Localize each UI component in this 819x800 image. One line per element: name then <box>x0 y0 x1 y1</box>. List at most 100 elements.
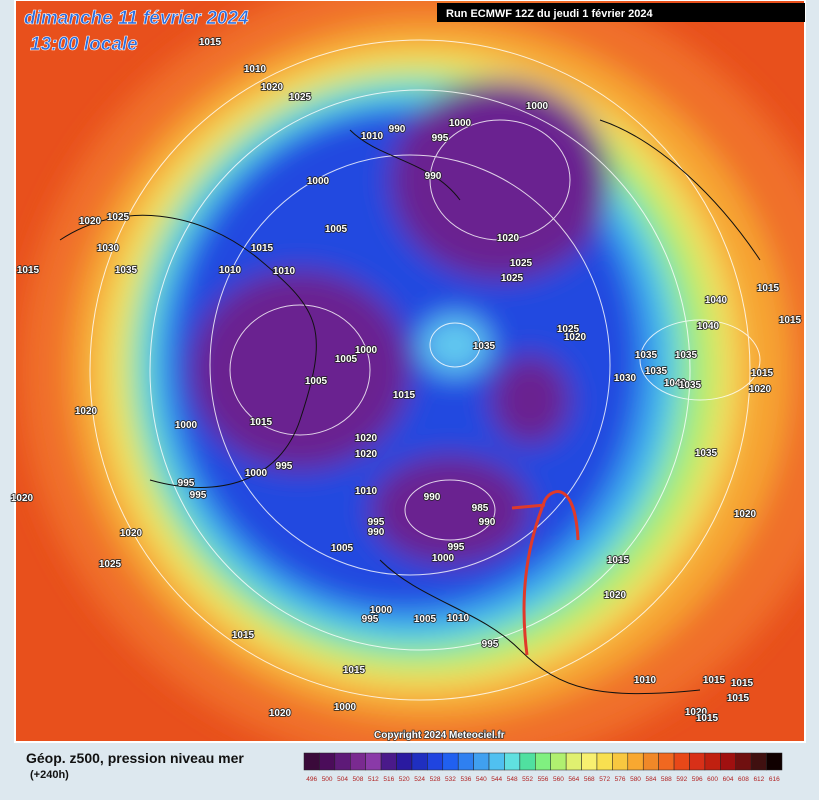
isobar-label: 1015 <box>779 315 802 326</box>
isobar-label: 1005 <box>325 224 348 235</box>
isobar-label: 1000 <box>432 553 455 564</box>
isobar-label: 1015 <box>696 713 719 724</box>
isobar-label: 1005 <box>305 376 328 387</box>
isobar-label: 1020 <box>355 449 378 460</box>
color-swatch <box>365 752 382 771</box>
scale-label: 612 <box>753 776 764 783</box>
scale-label: 516 <box>383 776 394 783</box>
isobar-label: 1010 <box>219 265 242 276</box>
color-scale: 496 500 504 508 512 516 520 524 528 532 536 540 544 5… <box>303 752 783 783</box>
isobar-label: 1015 <box>757 283 780 294</box>
color-swatch <box>750 752 767 771</box>
scale-label: 592 <box>676 776 687 783</box>
field <box>15 0 805 742</box>
isobar-label: 1015 <box>199 37 222 48</box>
isobar-label: 1040 <box>705 295 728 306</box>
isobar-label: 1030 <box>614 373 637 384</box>
color-swatch <box>519 752 536 771</box>
color-swatch <box>334 752 351 771</box>
scale-label: 500 <box>322 776 333 783</box>
isobar-label: 1015 <box>250 417 273 428</box>
isobar-label: 1010 <box>355 486 378 497</box>
isobar-label: 1010 <box>361 131 384 142</box>
isobar-label: 1015 <box>727 693 750 704</box>
color-swatch <box>442 752 459 771</box>
scale-label: 588 <box>661 776 672 783</box>
color-swatch <box>689 752 706 771</box>
isobar-label: 1040 <box>664 378 687 389</box>
legend-lead: (+240h) <box>30 769 69 781</box>
isobar-label: 995 <box>448 542 465 553</box>
color-swatch <box>565 752 582 771</box>
isobar-label: 1015 <box>343 665 366 676</box>
isobar-label: 1035 <box>645 366 668 377</box>
scale-label: 608 <box>738 776 749 783</box>
isobar-label: 1025 <box>510 258 533 269</box>
isobar-label: 1010 <box>244 64 267 75</box>
scale-label: 600 <box>707 776 718 783</box>
color-swatch <box>380 752 397 771</box>
isobar-label: 995 <box>432 133 449 144</box>
color-swatch <box>535 752 551 771</box>
color-swatch <box>658 752 675 771</box>
color-swatch <box>319 752 336 771</box>
scale-label: 512 <box>368 776 379 783</box>
isobar-label: 1020 <box>749 384 772 395</box>
isobar-label: 1000 <box>175 420 198 431</box>
isobar-label: 1035 <box>473 341 496 352</box>
scale-label: 596 <box>692 776 703 783</box>
isobar-label: 1030 <box>97 243 120 254</box>
isobar-labels: 1015101010201025101099099510001000990100… <box>10 36 802 725</box>
isobar-label: 1035 <box>679 380 702 391</box>
color-swatch <box>473 752 490 771</box>
isobar-label: 1020 <box>75 406 98 417</box>
isobar-label: 1010 <box>447 613 470 624</box>
scale-label: 496 <box>306 776 317 783</box>
isobar-label: 1020 <box>261 82 284 93</box>
isobar-label: 1040 <box>697 321 720 332</box>
isobar-label: 1015 <box>232 630 255 641</box>
isobar-label: 990 <box>389 124 406 135</box>
color-swatch <box>673 752 690 771</box>
color-swatch <box>396 752 413 771</box>
isobar-label: 1005 <box>414 614 437 625</box>
isobar-label: 1025 <box>501 273 524 284</box>
scale-label: 568 <box>584 776 595 783</box>
isobar-label: 1020 <box>497 233 520 244</box>
color-swatch <box>457 752 474 771</box>
isobar-label: 1020 <box>355 433 378 444</box>
isobar-label: 1025 <box>557 324 580 335</box>
scale-label: 572 <box>599 776 610 783</box>
scale-label: 560 <box>553 776 564 783</box>
copyright: Copyright 2024 Meteociel.fr <box>374 730 505 741</box>
isobar-label: 1025 <box>289 92 312 103</box>
isobar-label: 995 <box>190 490 207 501</box>
scale-label: 552 <box>522 776 533 783</box>
isobar-label: 1035 <box>695 448 718 459</box>
color-swatch <box>581 752 598 771</box>
scale-label: 584 <box>646 776 657 783</box>
isobar-label: 1020 <box>685 707 708 718</box>
isobar-label: 990 <box>368 527 385 538</box>
isobar-label: 1000 <box>355 345 378 356</box>
isobar-label: 1010 <box>634 675 657 686</box>
color-swatch <box>350 752 366 771</box>
color-swatch <box>642 752 659 771</box>
isobar-label: 1035 <box>675 350 698 361</box>
run-label: Run ECMWF 12Z du jeudi 1 février 2024 <box>446 8 653 20</box>
scale-label: 556 <box>538 776 549 783</box>
scale-label: 564 <box>568 776 579 783</box>
isobar-label: 1035 <box>635 350 658 361</box>
isobar-label: 1015 <box>731 678 754 689</box>
isobar-label: 1000 <box>449 118 472 129</box>
isobar-label: 1015 <box>251 243 274 254</box>
hand-arrow <box>511 490 580 656</box>
scale-label: 604 <box>723 776 734 783</box>
isobar-label: 995 <box>362 614 379 625</box>
isobar-label: 1005 <box>335 354 358 365</box>
isobar-label: 1000 <box>334 702 357 713</box>
isobar-label: 1000 <box>370 605 393 616</box>
isobar-label: 990 <box>424 492 441 503</box>
scale-label: 532 <box>445 776 456 783</box>
